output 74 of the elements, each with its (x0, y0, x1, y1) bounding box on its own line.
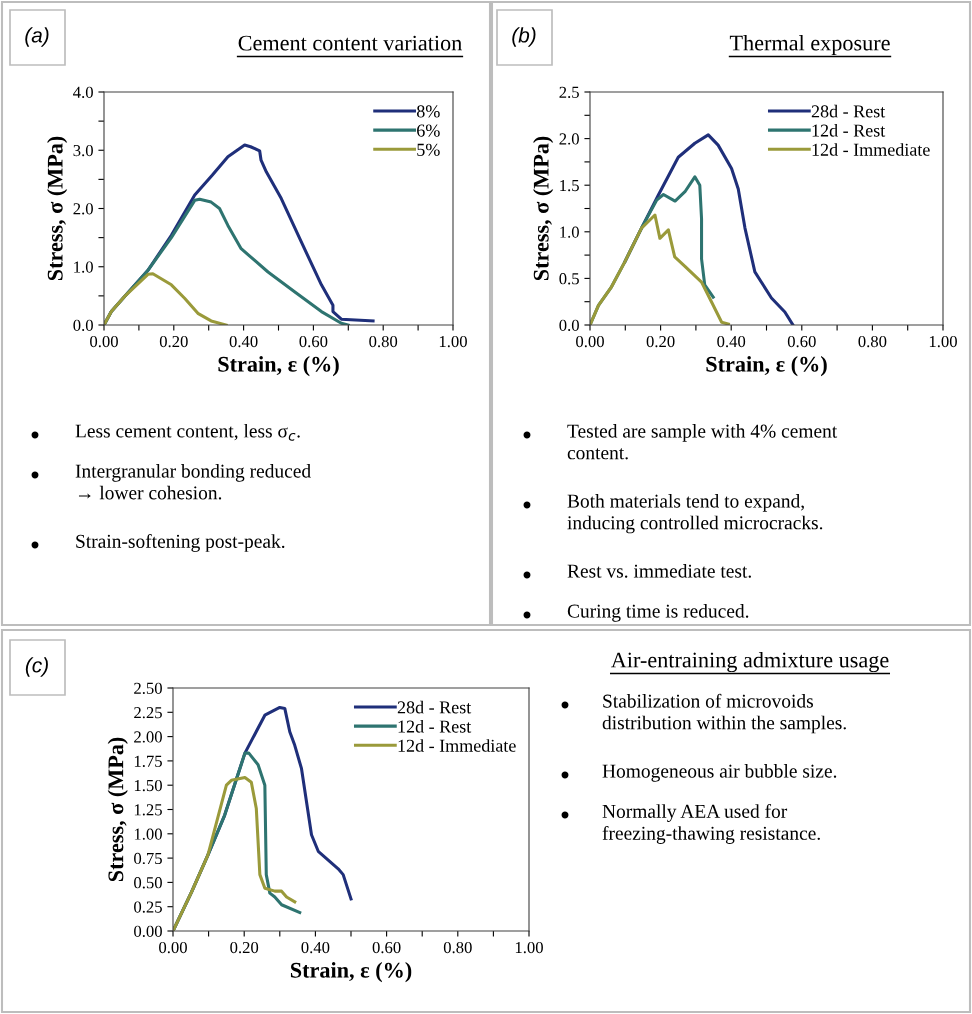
legend-label: 12d - Immediate (812, 143, 930, 156)
x-tick-label: 0.40 (717, 335, 746, 348)
y-tick-label: 0.50 (134, 877, 162, 889)
y-axis-title: Stress, σ (MPa) (107, 737, 128, 882)
x-tick-label: 1.00 (515, 941, 543, 954)
y-tick-label: 0.0 (559, 319, 579, 332)
y-tick-label: 2.50 (134, 682, 162, 695)
y-tick-label: 0.0 (73, 319, 93, 332)
y-tick-label: 2.0 (559, 133, 579, 145)
y-tick-label: 1.75 (134, 755, 162, 767)
y-axis-title: Stress, σ (MPa) (533, 136, 554, 281)
chart-title: Thermal exposure (729, 34, 890, 56)
y-tick-label: 3.0 (73, 144, 93, 157)
y-tick-label: 2.00 (134, 731, 162, 743)
text: Less cement content, less σ$_{c}$. (75, 423, 300, 441)
y-tick-label: 2.25 (134, 707, 162, 719)
y-tick-label: 2.0 (73, 203, 93, 215)
x-tick-label: 0.00 (90, 335, 118, 348)
x-tick-label: 0.80 (858, 335, 887, 348)
legend-label: 28d - Rest (811, 104, 886, 118)
legend-label: 8% (416, 105, 440, 118)
text: Curing time is reduced. (567, 604, 749, 622)
legend-label: 12d - Rest (812, 123, 886, 137)
text: Strain-softening post-peak. (76, 534, 285, 552)
x-axis-title: Strain, ε (%) (290, 962, 412, 983)
legend-label: 6% (417, 124, 440, 137)
x-axis-title: Strain, ε (%) (218, 356, 339, 377)
x-tick-label: 0.60 (299, 335, 328, 348)
y-tick-label: 0.00 (134, 925, 162, 938)
x-tick-label: 0.60 (787, 335, 816, 348)
x-axis-title: Strain, ε (%) (706, 356, 827, 377)
x-tick-label: 0.80 (369, 335, 398, 348)
text: Rest vs. immediate test. (567, 564, 751, 578)
y-tick-label: 0.75 (134, 852, 162, 865)
y-axis-title: Stress, σ (MPa) (47, 136, 68, 281)
x-tick-label: 0.40 (229, 335, 258, 348)
text: Both materials tend to expand, inducing controlled microcracks. (567, 494, 823, 534)
legend-label: 12d - Rest (398, 719, 472, 733)
legend-label: 12d - Immediate (398, 739, 516, 752)
x-tick-label: 0.20 (230, 941, 259, 954)
text: Stabilization of microvoids distribution within the samples. (602, 693, 846, 734)
y-tick-label: 1.0 (74, 261, 93, 273)
y-tick-label: 1.0 (560, 226, 579, 238)
x-tick-label: 0.20 (646, 335, 675, 348)
y-tick-label: 1.50 (134, 779, 162, 792)
x-tick-label: 0.20 (159, 335, 188, 348)
y-tick-label: 4.0 (73, 86, 93, 99)
y-tick-label: 0.25 (134, 901, 162, 913)
line-series (104, 272, 228, 325)
legend-label: 5% (417, 143, 440, 156)
text: (b) (512, 27, 536, 47)
text: Tested are sample with 4% cement content. (567, 424, 838, 460)
y-tick-label: 0.5 (559, 273, 579, 285)
x-tick-label: 1.00 (929, 335, 957, 348)
line-series (590, 213, 730, 325)
x-tick-label: 0.40 (301, 941, 330, 954)
x-tick-label: 1.00 (439, 335, 467, 348)
text: Intergranular bonding reduced → lower cohesion. (75, 464, 311, 500)
y-tick-label: 1.5 (560, 179, 579, 192)
text: (a) (25, 27, 49, 47)
y-tick-label: 2.5 (559, 86, 579, 99)
x-tick-label: 0.00 (159, 941, 187, 954)
text: Homogeneous air bubble size. (602, 764, 837, 782)
chart-title: Cement content variation (238, 35, 462, 51)
text: Normally AEA used for freezing-thawing resistance. (602, 804, 820, 844)
line-series (173, 775, 297, 931)
y-tick-label: 1.25 (134, 804, 162, 816)
y-tick-label: 1.00 (134, 828, 162, 840)
x-tick-label: 0.00 (576, 335, 604, 348)
x-tick-label: 0.60 (372, 941, 401, 954)
x-tick-label: 0.80 (443, 941, 472, 954)
text: (c) (25, 657, 48, 677)
legend-label: 28d - Rest (397, 700, 472, 714)
text: Air-entraining admixture usage (610, 651, 889, 673)
